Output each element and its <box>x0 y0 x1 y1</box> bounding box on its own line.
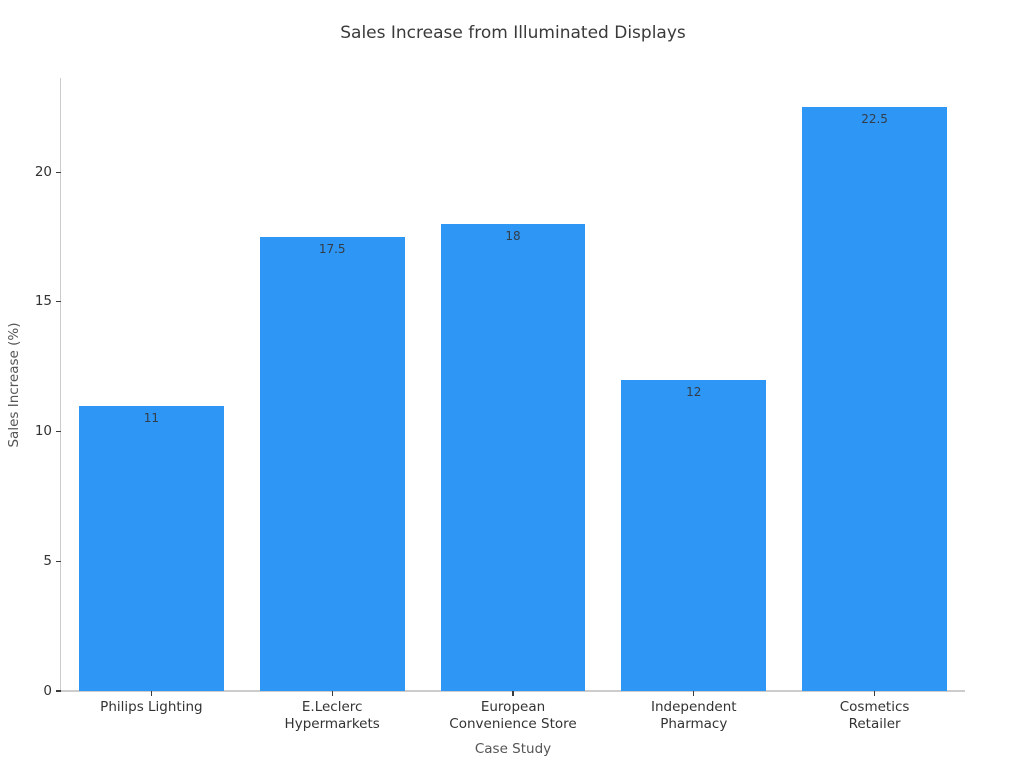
y-tick-mark <box>56 301 61 303</box>
x-tick-mark <box>874 691 876 696</box>
bar: 11 <box>79 405 224 691</box>
bar: 12 <box>621 379 767 691</box>
bar-value-label: 11 <box>143 410 160 425</box>
y-axis-title: Sales Increase (%) <box>6 322 22 448</box>
x-tick-label: Cosmetics Retailer <box>839 699 910 732</box>
plot-area: 0 5 10 15 20 11 Philips Lighting 17.5 E.Leclerc … <box>35 78 965 732</box>
x-axis-title: Case Study <box>474 741 552 757</box>
y-tick-label: 5 <box>43 552 52 569</box>
bar-value-label: 12 <box>686 384 702 399</box>
y-tick-mark <box>56 171 61 173</box>
bar: 22.5 <box>802 107 947 691</box>
y-tick-label: 10 <box>34 423 52 440</box>
x-tick-label: European Convenience Store <box>449 699 577 732</box>
y-tick-mark <box>56 560 61 562</box>
x-tick-mark <box>150 691 152 696</box>
y-tick-label: 20 <box>34 163 52 180</box>
x-tick-mark <box>331 691 333 696</box>
x-tick-label: Independent Pharmacy <box>651 699 737 732</box>
y-tick-label: 15 <box>34 293 52 310</box>
bar-value-label: 22.5 <box>861 112 888 127</box>
bar: 18 <box>440 224 586 691</box>
y-axis-line <box>60 78 62 692</box>
x-tick-mark <box>693 691 695 696</box>
x-tick-label: Philips Lighting <box>100 699 203 715</box>
bar-value-label: 18 <box>505 229 521 244</box>
bar-value-label: 17.5 <box>318 242 346 257</box>
y-tick-label: 0 <box>43 682 52 699</box>
bar: 17.5 <box>259 237 405 691</box>
chart-title: Sales Increase from Illuminated Displays <box>340 23 686 43</box>
y-tick-mark <box>56 430 61 433</box>
x-tick-label: E.Leclerc Hypermarkets <box>284 699 380 732</box>
y-tick-mark <box>56 690 61 692</box>
x-tick-mark <box>512 691 514 696</box>
